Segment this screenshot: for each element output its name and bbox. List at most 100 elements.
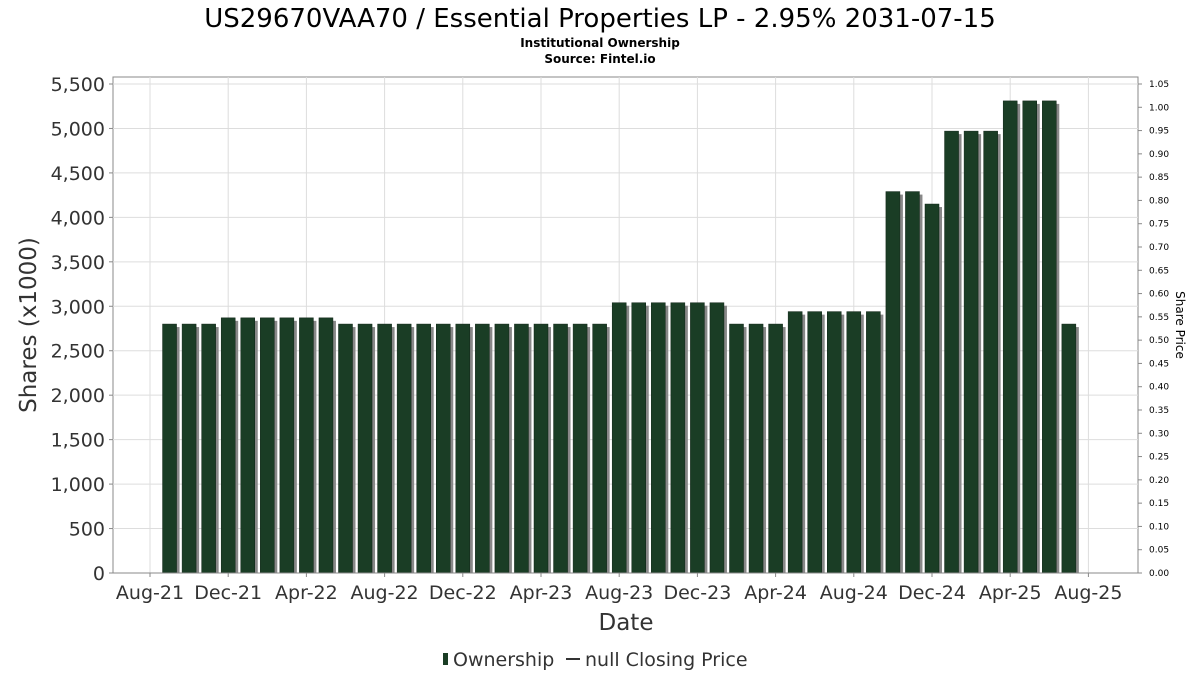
y-right-tick-label: 0.75	[1149, 220, 1169, 230]
bar	[1002, 100, 1018, 574]
x-tick-label: Dec-24	[898, 582, 966, 604]
bar	[748, 323, 764, 574]
y-right-tick-label: 0.70	[1149, 243, 1169, 253]
bar	[1022, 100, 1037, 574]
x-tick-label: Dec-22	[429, 582, 497, 604]
bar	[651, 302, 666, 574]
bar	[670, 302, 686, 574]
bar	[1061, 323, 1077, 574]
y-tick-label: 500	[69, 519, 105, 541]
bar	[631, 302, 646, 574]
y-right-tick-label: 0.65	[1149, 266, 1169, 276]
legend-price-label: null Closing Price	[585, 649, 748, 671]
y-right-tick-label: 1.05	[1149, 80, 1169, 90]
bar	[690, 302, 705, 574]
x-tick-label: Apr-25	[979, 582, 1042, 604]
y-tick-label: 5,500	[51, 74, 105, 96]
x-tick-label: Aug-21	[116, 582, 184, 604]
bar	[201, 323, 216, 574]
x-tick-label: Apr-22	[275, 582, 338, 604]
bar	[553, 323, 568, 574]
x-axis-ticks: Aug-21 Dec-21 Apr-22 Aug-22 Dec-22 Apr-23 Aug-…	[113, 572, 1138, 604]
bar	[572, 323, 588, 574]
bar	[357, 323, 373, 574]
bar	[494, 323, 510, 574]
legend: Ownership null Closing Price	[443, 649, 748, 671]
y-right-tick-label: 0.60	[1149, 290, 1169, 300]
bar	[807, 311, 822, 574]
y-axis-left-ticks: 0 500 1,000 1,500 2,000 2,500 3,000 3,500 4,000 4…	[51, 74, 113, 585]
bar	[729, 323, 744, 574]
x-tick-label: Dec-21	[194, 582, 262, 604]
x-tick-label: Aug-23	[585, 582, 653, 604]
bar	[220, 317, 236, 574]
y-axis-right-ticks: 0.00 0.05 0.10 0.15 0.20 0.25 0.30 0.35 0.40 0.45…	[1138, 80, 1169, 579]
y-right-tick-label: 0.00	[1149, 569, 1169, 579]
y-tick-label: 4,500	[51, 163, 105, 185]
x-tick-label: Aug-22	[351, 582, 419, 604]
x-tick-label: Aug-25	[1054, 582, 1122, 604]
legend-ownership-label: Ownership	[453, 649, 554, 671]
y-tick-label: 3,000	[51, 296, 105, 318]
bar	[905, 191, 920, 574]
y-right-tick-label: 0.50	[1149, 336, 1169, 346]
x-tick-label: Aug-24	[820, 582, 888, 604]
bar	[240, 317, 255, 574]
bar	[299, 317, 314, 574]
chart-subtitle: Institutional Ownership	[520, 36, 680, 50]
x-axis-label: Date	[599, 610, 654, 636]
bar	[1042, 100, 1057, 574]
bar	[455, 323, 471, 574]
bar	[963, 130, 979, 574]
bar	[944, 130, 959, 574]
bar	[416, 323, 431, 574]
bar	[709, 302, 725, 574]
y-right-tick-label: 0.30	[1149, 429, 1169, 439]
bar	[983, 130, 998, 574]
y-tick-label: 5,000	[51, 118, 105, 140]
bar	[592, 323, 607, 574]
bar	[475, 323, 490, 574]
y-right-tick-label: 0.20	[1149, 476, 1169, 486]
bar	[768, 323, 783, 574]
bar	[533, 323, 549, 574]
bar	[162, 323, 177, 574]
y-tick-label: 1,500	[51, 430, 105, 452]
y-axis-label: Shares (x1000)	[16, 237, 42, 413]
y-right-tick-label: 0.05	[1149, 546, 1169, 556]
y-right-tick-label: 0.40	[1149, 383, 1169, 393]
bar	[787, 311, 803, 574]
bar	[436, 323, 451, 574]
x-tick-label: Dec-23	[663, 582, 731, 604]
y-right-tick-label: 0.10	[1149, 522, 1169, 532]
bar	[318, 317, 334, 574]
bar	[396, 323, 412, 574]
bar	[338, 323, 353, 574]
chart-title: US29670VAA70 / Essential Properties LP -…	[204, 4, 996, 34]
bar	[377, 323, 392, 574]
y-right-tick-label: 0.55	[1149, 313, 1169, 323]
bar	[827, 311, 842, 574]
bar	[514, 323, 529, 574]
y-tick-label: 3,500	[51, 252, 105, 274]
bar-series-ownership	[162, 100, 1079, 574]
bar	[885, 191, 901, 574]
y-right-tick-label: 0.90	[1149, 150, 1169, 160]
y-tick-label: 2,000	[51, 385, 105, 407]
bar	[846, 311, 862, 574]
y-right-tick-label: 1.00	[1149, 103, 1169, 113]
legend-ownership-swatch	[443, 653, 448, 665]
bar	[924, 203, 940, 574]
y-right-tick-label: 0.85	[1149, 173, 1169, 183]
bar	[611, 302, 627, 574]
y-right-tick-label: 0.15	[1149, 499, 1169, 509]
bar	[181, 323, 197, 574]
y-right-tick-label: 0.25	[1149, 453, 1169, 463]
y-tick-label: 1,000	[51, 474, 105, 496]
y-tick-label: 2,500	[51, 341, 105, 363]
x-tick-label: Apr-24	[744, 582, 807, 604]
y-right-tick-label: 0.95	[1149, 127, 1169, 137]
y-right-tick-label: 0.45	[1149, 359, 1169, 369]
bar	[279, 317, 295, 574]
